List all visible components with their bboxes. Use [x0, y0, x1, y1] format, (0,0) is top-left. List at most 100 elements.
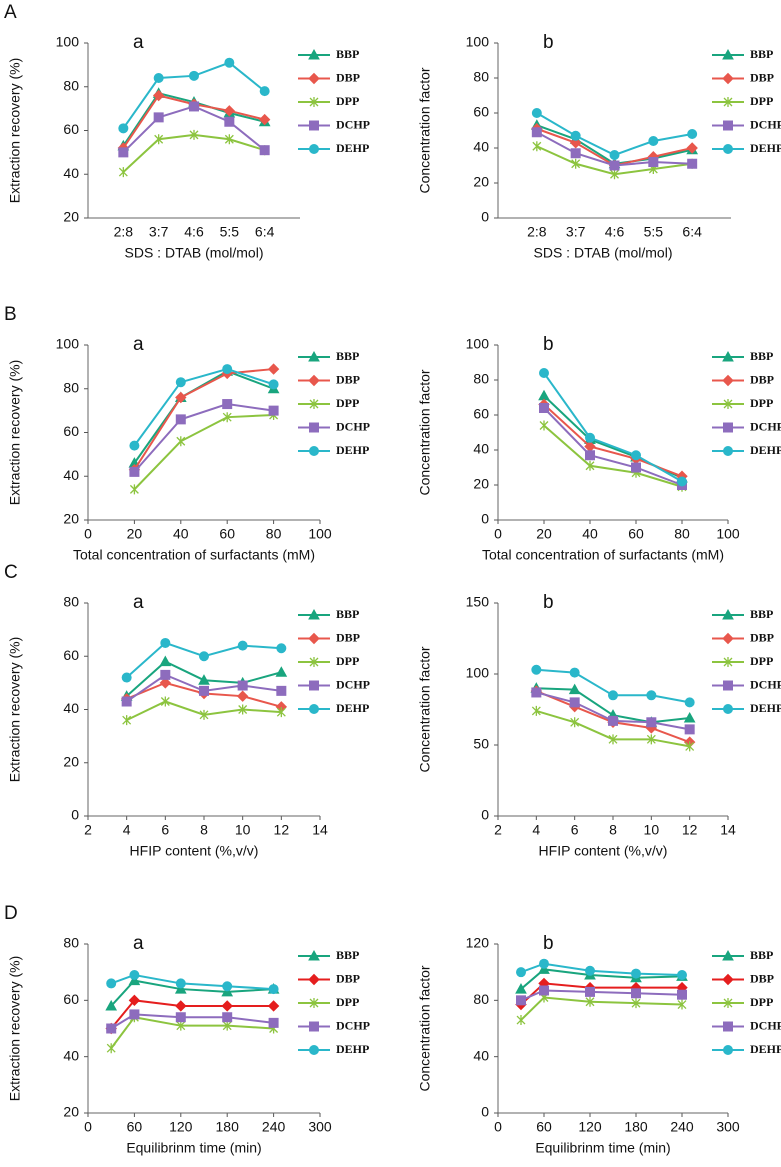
legend-label: DPP [750, 94, 773, 108]
marker [308, 973, 320, 986]
y-tick-label: 80 [473, 371, 489, 387]
marker [275, 666, 288, 677]
marker [648, 157, 659, 167]
marker [237, 680, 248, 691]
y-tick-label: 40 [63, 165, 79, 181]
x-tick-label: 12 [274, 822, 290, 838]
legend-label: BBP [750, 47, 773, 61]
marker [174, 983, 187, 994]
x-axis-label: HFIP content (%,v/v) [130, 843, 259, 859]
y-tick-label: 80 [63, 935, 79, 951]
chart-panel: 0 20 40 60 80 100 20 40 60 80 100 a Total concentrat… [7, 334, 370, 563]
x-tick-label: 2 [84, 822, 92, 838]
y-tick-label: 20 [63, 511, 79, 527]
marker [723, 399, 733, 409]
y-axis-label: Concentration factor [417, 67, 433, 193]
marker [224, 57, 235, 68]
y-tick-label: 100 [466, 34, 490, 50]
marker [722, 608, 734, 620]
marker [570, 148, 581, 159]
marker [106, 1023, 117, 1034]
marker [571, 158, 581, 169]
marker [238, 704, 248, 715]
marker [515, 983, 527, 994]
x-tick-label: 40 [582, 526, 598, 542]
legend-label: DEHP [336, 141, 369, 155]
marker [585, 450, 595, 461]
marker [631, 968, 641, 979]
row-label: D [4, 903, 18, 924]
y-axis-label: Concentration factor [417, 965, 433, 1091]
marker [175, 978, 186, 989]
legend-label: DPP [336, 94, 359, 108]
panel-label: a [133, 334, 144, 355]
marker [222, 981, 233, 992]
panel-label: a [133, 32, 144, 53]
marker [118, 147, 129, 158]
x-axis-label: Equilibrinm time (min) [126, 1140, 261, 1156]
x-tick-label: 240 [670, 1119, 694, 1135]
marker [175, 1012, 186, 1023]
x-tick-label: 4:6 [605, 224, 625, 240]
marker [723, 446, 733, 456]
marker [723, 1045, 733, 1055]
marker [309, 704, 319, 714]
marker [224, 134, 234, 145]
marker [532, 141, 542, 152]
x-tick-label: 2 [494, 822, 502, 838]
x-axis-label: SDS : DTAB (mol/mol) [534, 245, 673, 261]
marker [221, 985, 234, 997]
marker [685, 741, 695, 752]
y-axis-label: Concentration factor [417, 369, 433, 495]
legend-label: DPP [336, 654, 359, 668]
legend-label: DBP [336, 630, 360, 644]
x-axis-label: Total concentration of surfactants (mM) [73, 547, 315, 563]
marker [631, 998, 641, 1009]
marker [684, 724, 695, 735]
x-tick-label: 10 [235, 822, 251, 838]
legend-label: DCHP [750, 117, 781, 131]
y-tick-label: 40 [63, 700, 79, 716]
marker [153, 73, 164, 83]
marker [516, 967, 526, 978]
marker [569, 667, 580, 678]
marker [159, 655, 172, 667]
legend-label: DCHP [336, 1018, 370, 1032]
marker [121, 672, 132, 683]
marker [722, 48, 734, 60]
marker [677, 969, 687, 980]
marker [722, 632, 734, 645]
marker [189, 70, 199, 81]
marker [276, 643, 287, 654]
y-tick-label: 20 [63, 1104, 79, 1120]
y-tick-label: 80 [473, 991, 489, 1007]
y-axis-label: Extraction recovery (%) [7, 360, 23, 505]
marker [267, 363, 280, 375]
x-tick-label: 8 [609, 822, 617, 838]
legend-label: DCHP [336, 419, 370, 433]
marker [160, 637, 171, 648]
marker [531, 108, 542, 118]
marker [539, 403, 549, 413]
marker [309, 446, 319, 456]
marker [610, 169, 619, 180]
x-tick-label: 14 [720, 822, 736, 838]
marker [175, 391, 187, 404]
chart-panel: 2 4 6 8 10 12 14 0 20 40 60 80 a HFIP content (%,v/v)… [7, 592, 370, 859]
marker [160, 669, 171, 680]
marker [569, 137, 582, 149]
marker [268, 405, 279, 416]
marker [199, 709, 209, 720]
x-tick-label: 6:4 [255, 224, 275, 240]
marker [539, 420, 549, 431]
marker [538, 389, 550, 401]
marker [309, 998, 319, 1008]
y-tick-label: 0 [481, 209, 489, 225]
marker [121, 696, 132, 707]
y-tick-label: 60 [63, 991, 79, 1007]
y-tick-label: 80 [63, 379, 79, 395]
y-tick-label: 60 [473, 104, 489, 120]
marker [677, 476, 687, 487]
y-axis-label: Extraction recovery (%) [7, 637, 23, 782]
